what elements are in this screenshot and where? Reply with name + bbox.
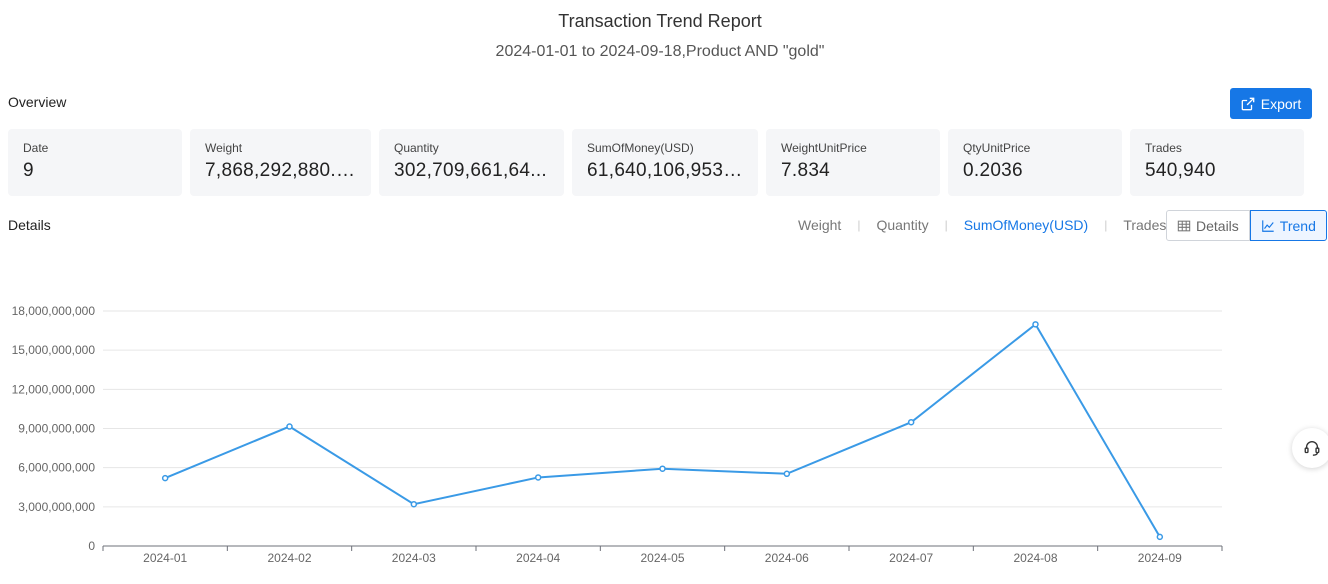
export-label: Export [1260, 95, 1302, 112]
headset-icon [1304, 441, 1320, 456]
x-tick-label: 2024-07 [889, 551, 933, 565]
x-tick-label: 2024-01 [143, 551, 187, 565]
tab-separator: | [944, 218, 948, 232]
tab-sum-of-money[interactable]: SumOfMoney(USD) [963, 217, 1089, 233]
tab-trades[interactable]: Trades [1123, 217, 1167, 233]
x-tick-label: 2024-03 [392, 551, 436, 565]
card-label: WeightUnitPrice [781, 141, 867, 155]
card-label: Quantity [394, 141, 439, 155]
data-point [783, 470, 791, 478]
series-line [164, 322, 1161, 538]
line-chart-icon [1261, 219, 1274, 232]
data-point [161, 474, 169, 482]
data-point [907, 418, 915, 426]
y-tick-label: 18,000,000,000 [12, 304, 96, 318]
metric-tabs: Weight | Quantity | SumOfMoney(USD) | Tr… [790, 217, 1174, 233]
x-tick-label: 2024-02 [267, 551, 311, 565]
card-label: Date [23, 141, 49, 155]
card-label: SumOfMoney(USD) [587, 141, 694, 155]
data-point [286, 423, 293, 430]
tab-quantity[interactable]: Quantity [876, 217, 929, 233]
overview-label: Overview [8, 94, 67, 110]
x-tick-label: 2024-09 [1138, 551, 1182, 565]
y-tick-label: 0 [88, 539, 95, 553]
x-tick-label: 2024-05 [640, 551, 684, 565]
table-icon [1177, 220, 1191, 231]
x-tick-label: 2024-04 [516, 551, 560, 565]
tab-separator: | [1104, 218, 1108, 232]
export-button[interactable]: Export [1230, 88, 1312, 119]
y-tick-label: 9,000,000,000 [18, 422, 95, 436]
tab-separator: | [857, 218, 861, 232]
support-button[interactable] [1292, 428, 1328, 468]
y-tick-label: 15,000,000,000 [12, 343, 96, 357]
external-link-icon [1241, 97, 1255, 110]
x-tick-label: 2024-08 [1013, 551, 1057, 565]
trend-view-label: Trend [1279, 217, 1316, 234]
y-tick-label: 12,000,000,000 [12, 382, 96, 396]
report-title: Transaction Trend Report [558, 11, 762, 31]
card-label: Weight [205, 141, 243, 155]
data-point [1156, 533, 1164, 541]
card-sum-of-money: SumOfMoney(USD) 61,640,106,953.... [572, 129, 758, 196]
x-tick-label: 2024-06 [765, 551, 809, 565]
details-view-label: Details [1196, 217, 1239, 234]
details-view-button[interactable]: Details [1166, 210, 1250, 241]
y-tick-label: 3,000,000,000 [18, 500, 95, 514]
card-weight: Weight 7,868,292,880.87 [190, 129, 371, 196]
card-qty-unit-price: QtyUnitPrice 0.2036 [948, 129, 1122, 196]
data-point [534, 474, 542, 481]
data-point [1032, 321, 1039, 328]
tab-weight[interactable]: Weight [798, 217, 842, 233]
trend-view-button[interactable]: Trend [1249, 210, 1327, 241]
data-point [659, 465, 666, 472]
card-label: Trades [1145, 141, 1182, 155]
report-subtitle: 2024-01-01 to 2024-09-18,Product AND "go… [495, 43, 825, 60]
details-label: Details [8, 217, 51, 233]
y-tick-label: 6,000,000,000 [18, 461, 95, 475]
view-toggle: Details Trend [1166, 210, 1327, 241]
card-weight-unit-price: WeightUnitPrice 7.834 [766, 129, 940, 196]
data-point [410, 500, 418, 508]
card-trades: Trades 540,940 [1130, 129, 1304, 196]
card-label: QtyUnitPrice [963, 141, 1031, 155]
card-quantity: Quantity 302,709,661,64... [379, 129, 564, 196]
card-date: Date 9 [8, 129, 182, 196]
